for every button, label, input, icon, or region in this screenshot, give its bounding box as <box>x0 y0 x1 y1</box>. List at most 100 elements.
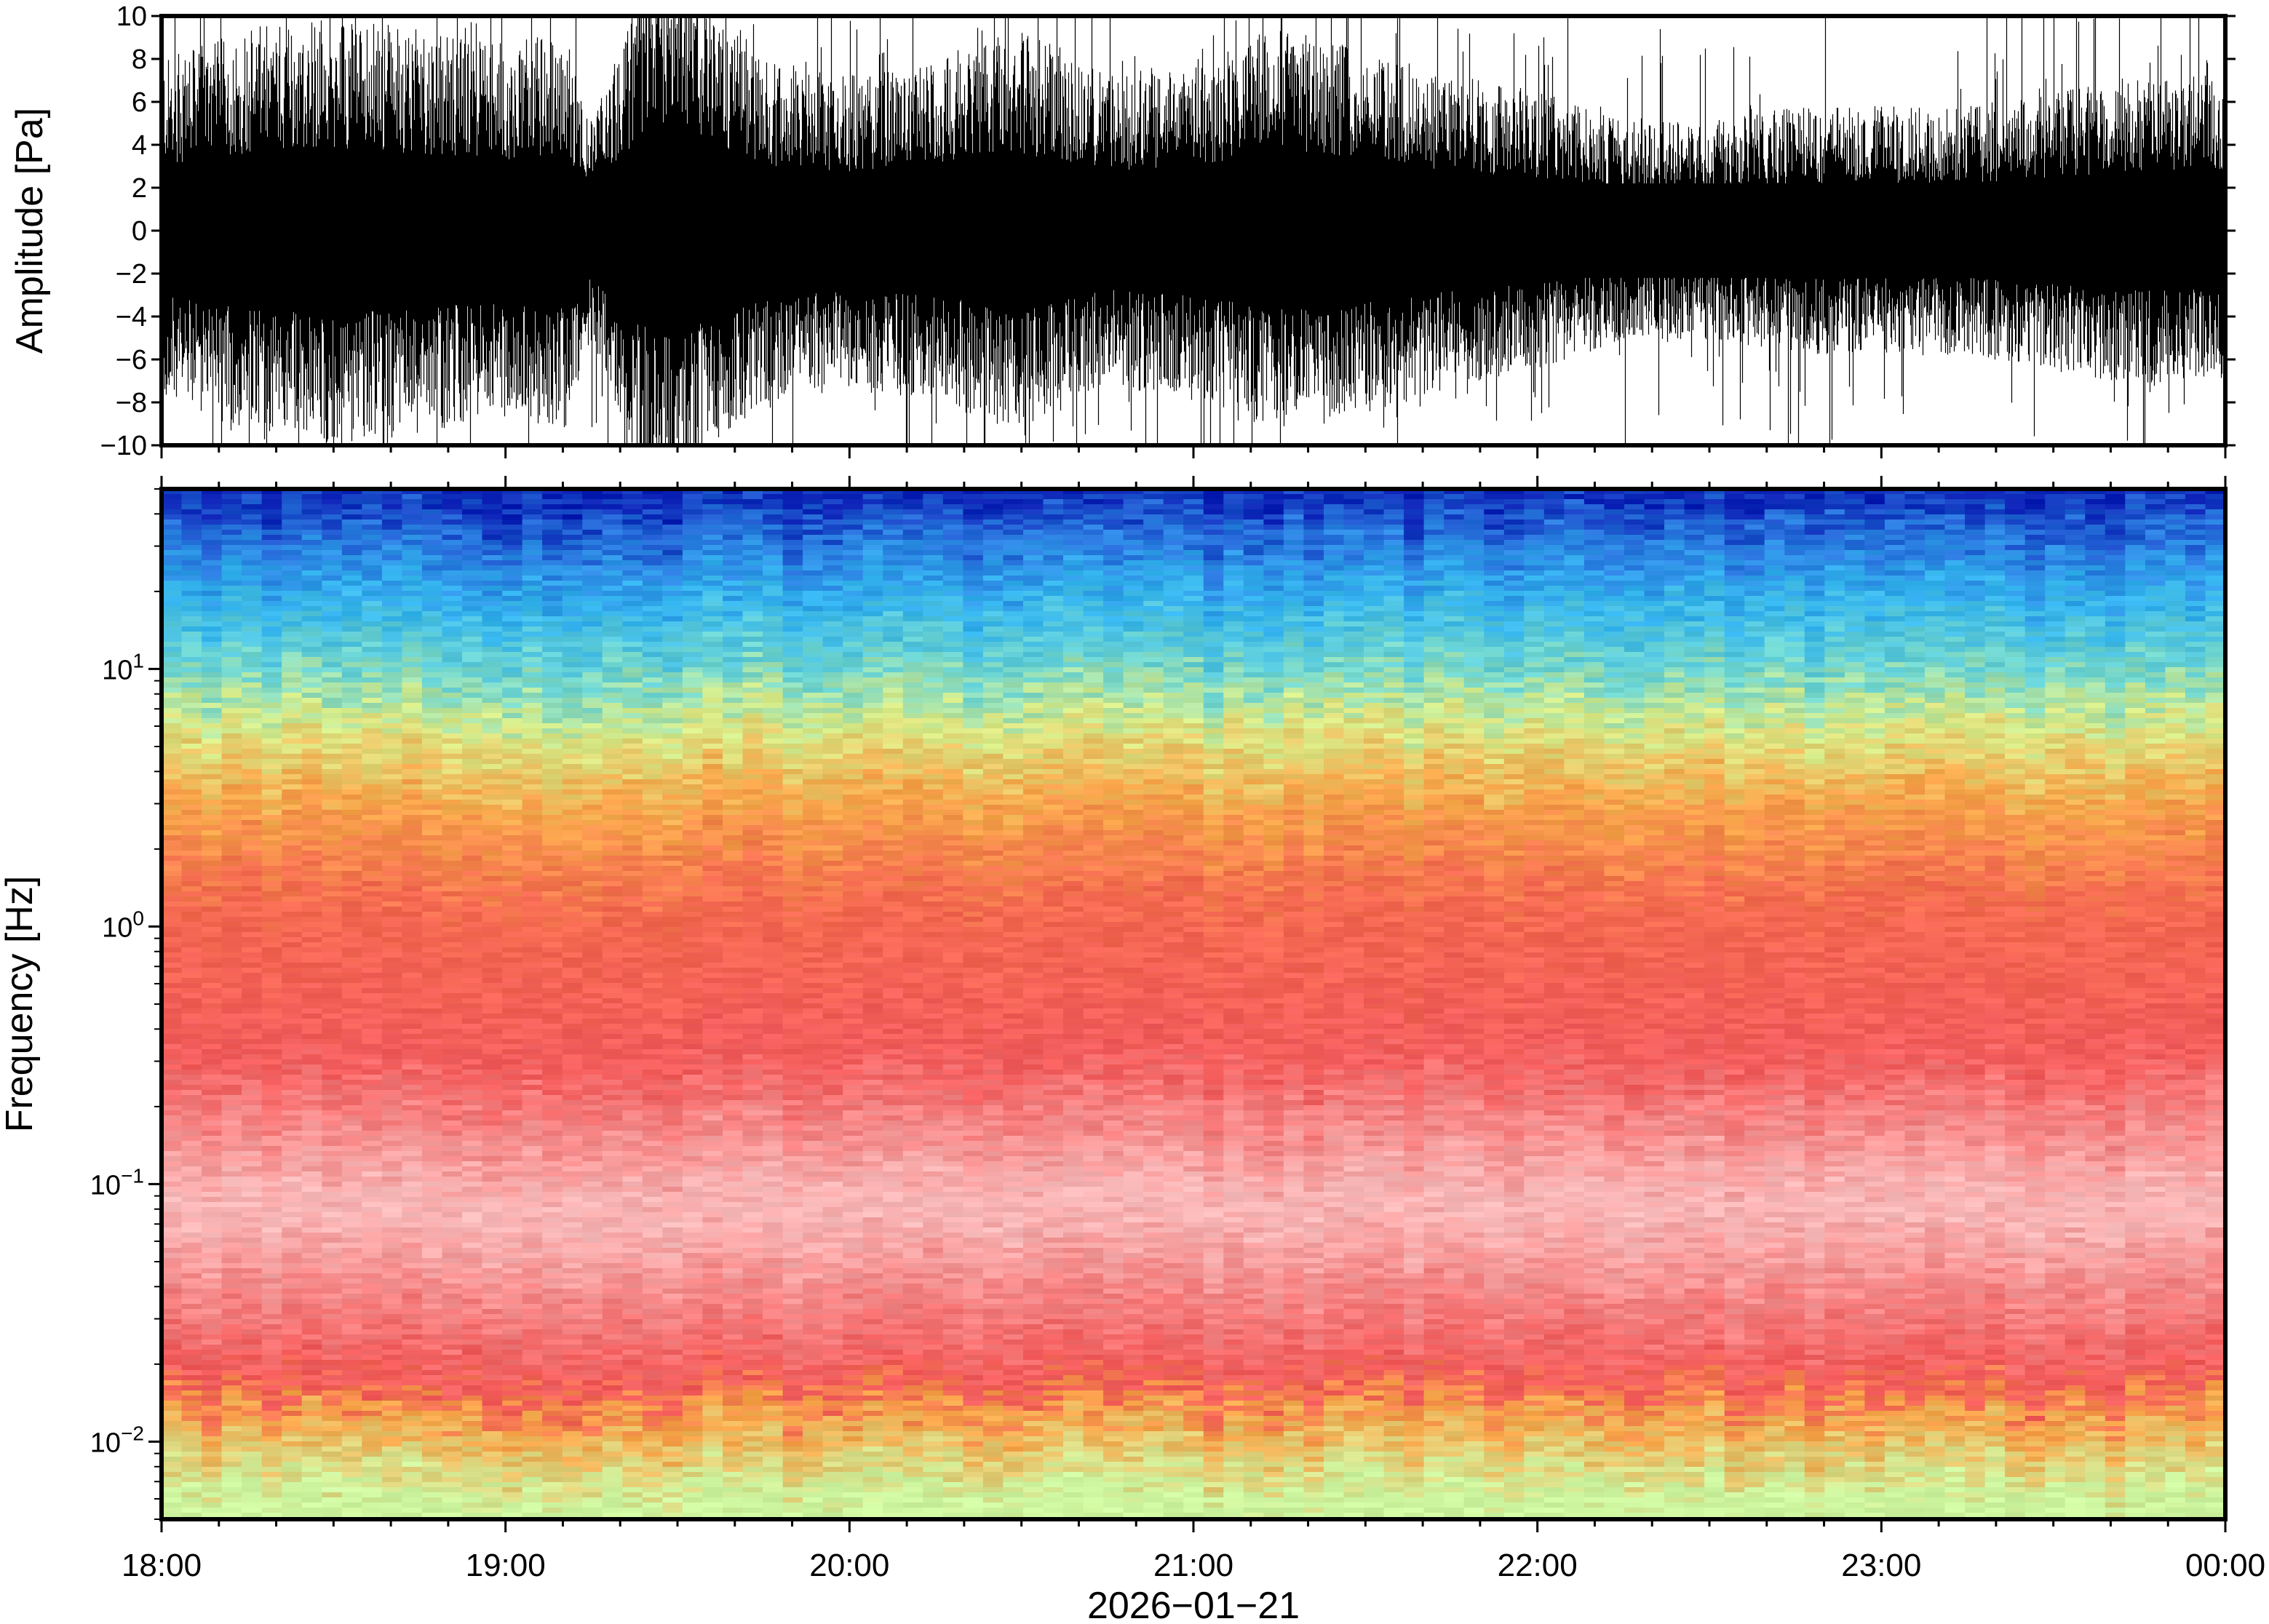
spectrogram-cell <box>622 1238 643 1243</box>
spectrogram-cell <box>162 652 183 658</box>
spectrogram-cell <box>162 718 183 724</box>
spectrogram-cell <box>642 596 663 602</box>
spectrogram-cell <box>202 952 223 958</box>
spectrogram-cell <box>502 983 523 989</box>
spectrogram-cell <box>482 1141 503 1147</box>
spectrogram-cell <box>362 739 383 744</box>
spectrogram-cell <box>282 978 303 984</box>
spectrogram-cell <box>622 1401 643 1406</box>
spectrogram-cell <box>341 520 362 525</box>
spectrogram-cell <box>522 876 543 882</box>
spectrogram-cell <box>602 1131 623 1137</box>
spectrogram-cell <box>542 1019 563 1024</box>
spectrogram-cell <box>242 1059 263 1065</box>
spectrogram-cell <box>282 1309 303 1315</box>
spectrogram-cell <box>341 672 362 678</box>
spectrogram-cell <box>181 1146 202 1152</box>
spectrogram-cell <box>341 1110 362 1116</box>
spectrogram-cell <box>602 682 623 688</box>
spectrogram-cell <box>242 1161 263 1167</box>
spectrogram-cell <box>301 1263 322 1269</box>
spectrogram-cell <box>562 815 583 821</box>
spectrogram-cell <box>261 861 282 867</box>
spectrogram-cell <box>181 606 202 612</box>
spectrogram-cell <box>442 1508 463 1513</box>
spectrogram-cell <box>582 1446 603 1452</box>
spectrogram-cell <box>341 560 362 566</box>
spectrogram-cell <box>381 1029 402 1035</box>
spectrogram-cell <box>261 1227 282 1233</box>
spectrogram-cell <box>622 1467 643 1473</box>
spectrogram-cell <box>202 1304 223 1310</box>
spectrogram-cell <box>301 637 322 642</box>
spectrogram-cell <box>402 1207 423 1213</box>
spectrogram-cell <box>522 1070 543 1075</box>
spectrogram-cell <box>221 647 242 653</box>
spectrogram-cell <box>562 489 583 495</box>
spectrogram-cell <box>181 1141 202 1147</box>
spectrogram-cell <box>341 1141 362 1147</box>
spectrogram-cell <box>622 1365 643 1371</box>
spectrogram-cell <box>301 932 322 938</box>
spectrogram-cell <box>362 1426 383 1432</box>
spectrogram-cell <box>381 1421 402 1427</box>
spectrogram-cell <box>301 1436 322 1442</box>
spectrogram-cell <box>542 1243 563 1249</box>
spectrogram-cell <box>442 489 463 495</box>
spectrogram-cell <box>522 1340 543 1345</box>
spectrogram-cell <box>482 489 503 495</box>
spectrogram-cell <box>462 611 483 617</box>
spectrogram-cell <box>462 576 483 581</box>
spectrogram-cell <box>622 886 643 892</box>
spectrogram-cell <box>502 1350 523 1356</box>
spectrogram-cell <box>462 1385 483 1391</box>
spectrogram-cell <box>322 927 343 933</box>
spectrogram-cell <box>482 1431 503 1437</box>
spectrogram-cell <box>602 555 623 561</box>
spectrogram-cell <box>181 570 202 576</box>
spectrogram-cell <box>502 626 523 632</box>
spectrogram-cell <box>402 917 423 923</box>
spectrogram-cell <box>322 1243 343 1249</box>
spectrogram-cell <box>542 1462 563 1468</box>
spectrogram-cell <box>301 1197 322 1203</box>
spectrogram-cell <box>402 1217 423 1223</box>
spectrogram-cell <box>421 1462 442 1468</box>
spectrogram-cell <box>221 723 242 729</box>
spectrogram-cell <box>341 968 362 974</box>
spectrogram-cell <box>622 1258 643 1264</box>
spectrogram-cell <box>402 601 423 607</box>
spectrogram-cell <box>221 759 242 765</box>
spectrogram-cell <box>462 774 483 780</box>
spectrogram-cell <box>462 769 483 775</box>
spectrogram-cell <box>282 774 303 780</box>
spectrogram-cell <box>421 1029 442 1035</box>
spectrogram-cell <box>322 1222 343 1228</box>
spectrogram-cell <box>242 1110 263 1116</box>
spectrogram-cell <box>542 703 563 709</box>
spectrogram-cell <box>341 698 362 704</box>
spectrogram-cell <box>341 688 362 693</box>
spectrogram-cell <box>442 1502 463 1508</box>
spectrogram-cell <box>362 514 383 520</box>
spectrogram-cell <box>602 937 623 943</box>
spectrogram-cell <box>282 1492 303 1498</box>
spectrogram-cell <box>522 1202 543 1208</box>
spectrogram-cell <box>301 1401 322 1406</box>
spectrogram-cell <box>202 789 223 795</box>
spectrogram-cell <box>442 1161 463 1167</box>
spectrogram-cell <box>362 1472 383 1478</box>
spectrogram-cell <box>181 616 202 622</box>
spectrogram-cell <box>402 1029 423 1035</box>
spectrogram-cell <box>282 1187 303 1193</box>
spectrogram-cell <box>362 667 383 673</box>
spectrogram-cell <box>462 728 483 734</box>
spectrogram-cell <box>282 1289 303 1294</box>
spectrogram-cell <box>622 514 643 520</box>
spectrogram-cell <box>181 667 202 673</box>
spectrogram-cell <box>502 744 523 749</box>
spectrogram-cell <box>482 1121 503 1126</box>
spectrogram-cell <box>622 1105 643 1111</box>
spectrogram-cell <box>622 591 643 597</box>
spectrogram-cell <box>362 973 383 979</box>
